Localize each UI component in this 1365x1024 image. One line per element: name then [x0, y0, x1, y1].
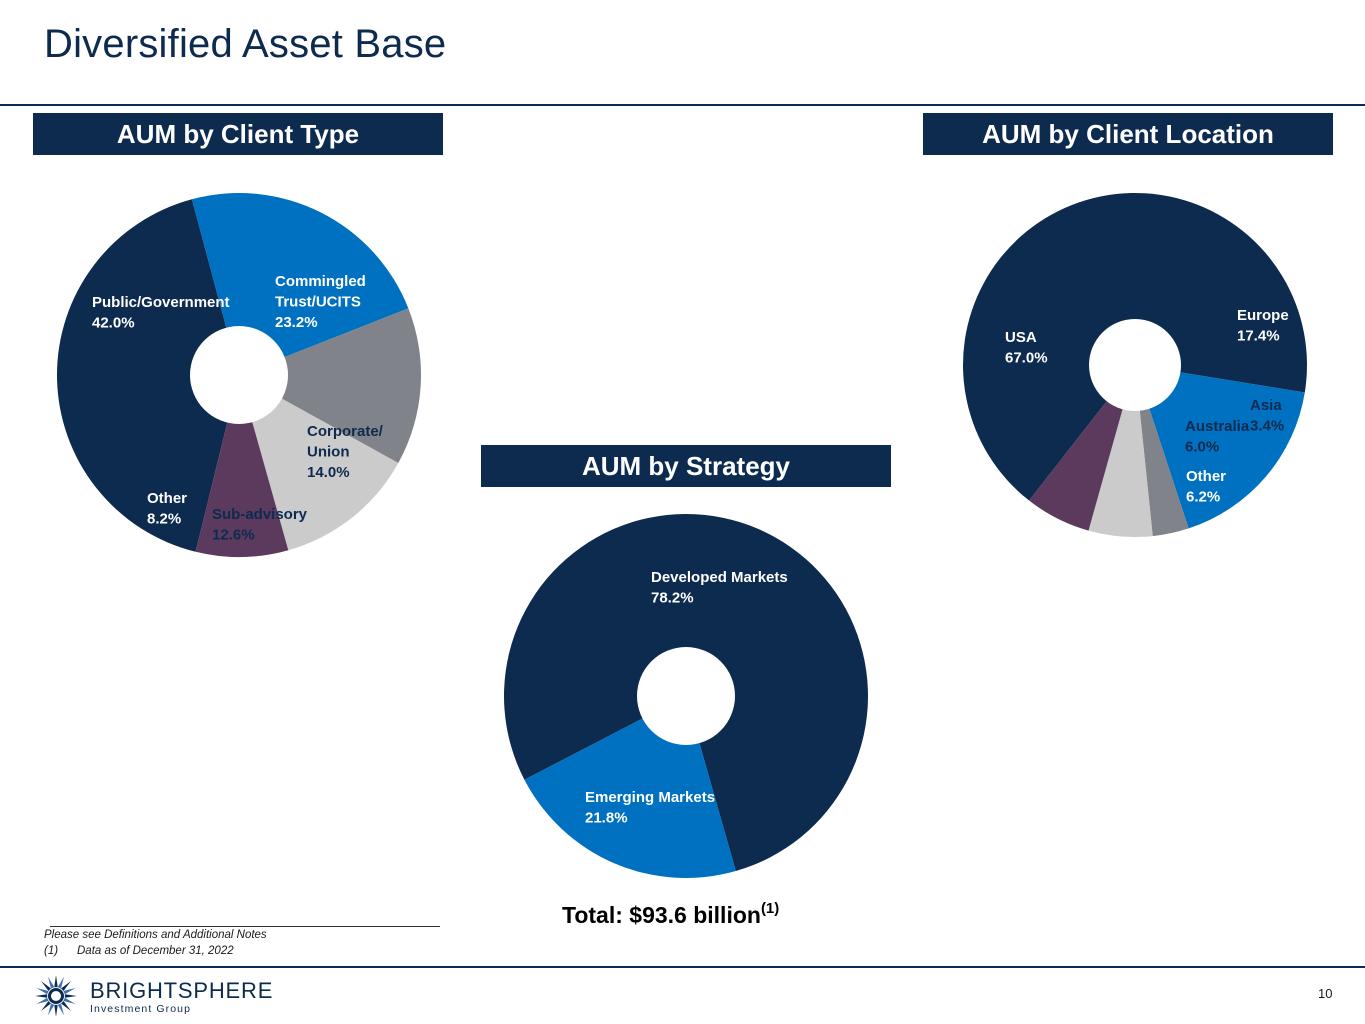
slice-label: Commingled Trust/UCITS 23.2%: [275, 273, 366, 331]
footnote-date-text: Data as of December 31, 2022: [77, 945, 234, 957]
logo-ray: [41, 981, 51, 991]
pie-slice-europe: [1135, 365, 1305, 529]
logo-ray: [35, 994, 48, 998]
pie-slice-other: [1029, 365, 1135, 531]
donut-hole: [190, 326, 288, 424]
logo-ray: [63, 987, 76, 995]
logo-ray: [57, 1003, 65, 1016]
slice-label: Public/Government 42.0%: [92, 294, 230, 332]
footer-divider: [0, 966, 1365, 968]
slice-label: USA 67.0%: [1005, 329, 1048, 367]
pie-slice-corporate-union: [239, 308, 422, 464]
slice-label: Emerging Markets 21.8%: [585, 789, 715, 827]
brand-name: BRIGHTSPHERE: [90, 978, 274, 1003]
pie-slice-other: [195, 375, 289, 557]
logo-ray: [61, 981, 71, 991]
brand-subtitle: Investment Group: [90, 1003, 192, 1015]
slice-label: Corporate/Union 14.0%: [307, 423, 384, 481]
donut-hole: [1089, 319, 1181, 411]
footnote-definitions: Please see Definitions and Additional No…: [44, 929, 267, 941]
footnote-divider: [50, 926, 440, 927]
strategy-header: AUM by Strategy: [481, 445, 891, 487]
logo-ray: [36, 987, 49, 995]
slice-label: Asia 3.4%: [1250, 397, 1284, 435]
slice-label: Other 8.2%: [147, 490, 187, 528]
slice-label: Developed Markets 78.2%: [651, 569, 788, 607]
logo-ray: [41, 1001, 51, 1011]
logo-ray: [36, 997, 49, 1005]
slice-label: Europe 17.4%: [1237, 307, 1289, 345]
logo-ray: [64, 994, 77, 998]
slice-label: Australia 6.0%: [1185, 418, 1250, 456]
page-title: Diversified Asset Base: [44, 22, 447, 66]
total-aum: Total: $93.6 billion(1): [562, 900, 779, 929]
donut-hole: [637, 647, 735, 745]
client-type-header: AUM by Client Type: [33, 113, 443, 155]
logo-ray: [47, 1003, 55, 1016]
logo-ray: [54, 1004, 58, 1017]
logo-ray: [54, 975, 58, 988]
pie-slice-sub-advisory: [239, 375, 399, 551]
page-number: 10: [1318, 986, 1333, 1001]
logo-ray: [47, 976, 55, 989]
header-divider: [0, 104, 1365, 106]
total-aum-text: Total: $93.6 billion: [562, 902, 761, 928]
total-aum-footnote-ref: (1): [760, 900, 780, 917]
slice-label: Other 6.2%: [1186, 468, 1226, 506]
client-location-header: AUM by Client Location: [923, 113, 1333, 155]
slice-label: Sub-advisory 12.6%: [212, 506, 308, 544]
footnote-date: (1) Data as of December 31, 2022: [44, 945, 234, 957]
logo-ray: [61, 1001, 71, 1011]
footnote-number: (1): [44, 945, 59, 957]
logo-ray: [63, 997, 76, 1005]
pie-slice-public-government: [56, 199, 240, 552]
brightsphere-logo-icon: [35, 975, 77, 1017]
logo-ray: [57, 976, 65, 989]
